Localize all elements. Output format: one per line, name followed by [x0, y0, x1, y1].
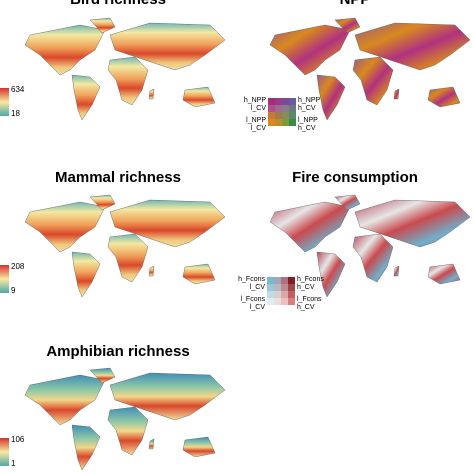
legend-label: l_Fcons h_CV [297, 296, 322, 311]
legend-cell [289, 98, 296, 105]
colorbar-max: 634 [11, 85, 25, 94]
legend-cell [275, 98, 282, 105]
legend-cell [268, 119, 275, 126]
legend-cell [274, 277, 281, 284]
map [24, 367, 226, 471]
panel-title: Bird richness [70, 0, 166, 8]
legend-label: l_Fcons l_CV [240, 296, 265, 311]
legend-label: h_Fcons l_CV [238, 276, 265, 291]
legend-cell [281, 291, 288, 298]
legend-cell [282, 98, 289, 105]
legend-cell [274, 284, 281, 291]
legend-cell [288, 291, 295, 298]
colorbar-max: 208 [11, 262, 25, 271]
legend-cell [289, 105, 296, 112]
legend-cell [267, 277, 274, 284]
colorbar-min: 9 [11, 286, 16, 295]
colorbar [0, 88, 9, 116]
map [24, 194, 226, 298]
legend-label: l_NPP h_CV [298, 117, 318, 132]
colorbar-min: 18 [11, 109, 20, 118]
panel-title: Amphibian richness [46, 343, 189, 360]
legend-cell [289, 119, 296, 126]
panel-title: Mammal richness [55, 169, 181, 186]
legend-cell [282, 112, 289, 119]
legend-label: h_Fcons h_CV [297, 276, 324, 291]
legend-cell [288, 298, 295, 305]
legend-cell [268, 98, 275, 105]
colorbar-min: 1 [11, 459, 16, 468]
legend-cell [267, 284, 274, 291]
panel-title: NPP [340, 0, 371, 8]
legend-cell [288, 284, 295, 291]
legend-cell [267, 298, 274, 305]
legend-cell [282, 105, 289, 112]
panel-title: Fire consumption [292, 169, 418, 186]
legend-cell [281, 284, 288, 291]
legend-cell [281, 277, 288, 284]
legend-cell [267, 291, 274, 298]
legend-label: h_NPP l_CV [244, 97, 267, 112]
colorbar-max: 106 [11, 435, 25, 444]
legend-cell [282, 119, 289, 126]
legend-cell [275, 119, 282, 126]
legend-cell [288, 277, 295, 284]
legend-cell [268, 105, 275, 112]
legend-cell [275, 105, 282, 112]
legend-cell [275, 112, 282, 119]
legend-cell [274, 291, 281, 298]
colorbar [0, 438, 9, 466]
legend-cell [281, 298, 288, 305]
legend-label: h_NPP h_CV [298, 97, 321, 112]
colorbar [0, 265, 9, 293]
legend-cell [289, 112, 296, 119]
legend-label: l_NPP l_CV [246, 117, 266, 132]
legend-cell [274, 298, 281, 305]
legend-cell [268, 112, 275, 119]
map [24, 17, 226, 121]
